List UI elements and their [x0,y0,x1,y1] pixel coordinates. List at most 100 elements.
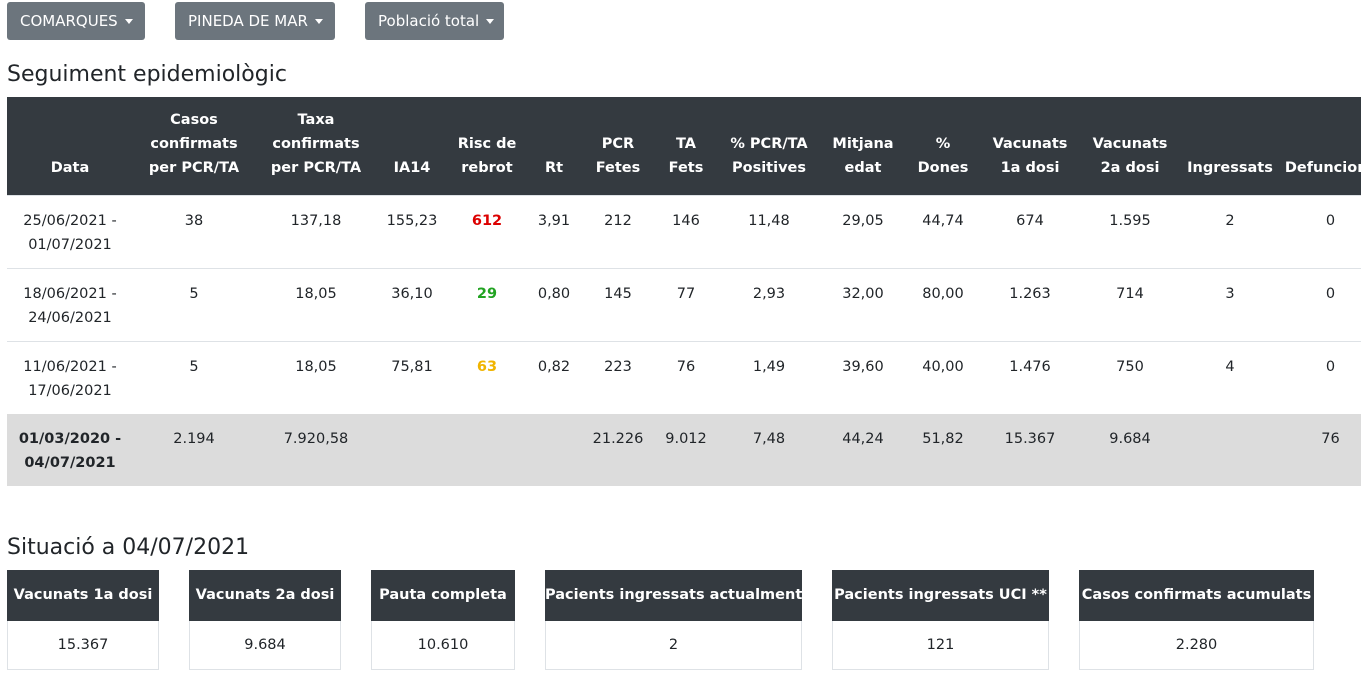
card-vacunats-1a: Vacunats 1a dosi 15.367 [7,570,159,670]
card-label: Pacients ingressats actualment [545,570,802,621]
cell-ta: 146 [655,194,717,268]
header-label: PCR Fetes [595,135,641,176]
cell-ingressats [1181,414,1279,486]
cell-pos: 2,93 [717,267,821,341]
cell-vac2: 9.684 [1079,414,1181,486]
card-value: 9.684 [189,621,341,670]
cell-ia14: 36,10 [377,267,447,341]
cell-edat: 32,00 [821,267,905,341]
header-vac2: Vacunats 2a dosi [1079,97,1181,195]
cell-pos: 1,49 [717,340,821,414]
header-ingressats: Ingressats [1181,97,1279,195]
cell-value: 2.194 [173,431,215,447]
situation-section-title: Situació a 04/07/2021 [7,535,250,560]
cell-value: 76 [1321,431,1340,447]
population-dropdown[interactable]: Població total [365,2,504,40]
cell-value: 0,82 [537,358,571,375]
cell-value: 75,81 [391,358,433,375]
cell-value: 36,10 [391,285,433,302]
card-label: Casos confirmats acumulats [1079,570,1314,621]
cell-value: 4 [1225,358,1235,375]
header-ia14: IA14 [377,97,447,195]
card-pacients-uci: Pacients ingressats UCI ** 121 [832,570,1049,670]
cell-date: 11/06/2021 - 17/06/2021 [7,340,133,414]
cell-value: 7.920,58 [283,431,349,447]
cell-pcr: 223 [581,340,655,414]
cell-vac1: 1.476 [981,340,1079,414]
cell-value: 44,74 [922,212,964,229]
cell-rt: 0,80 [527,267,581,341]
cell-vac2: 714 [1079,267,1181,341]
cell-defuncions: 0 [1279,194,1361,268]
cell-value: 18,05 [295,358,337,375]
cell-pos: 7,48 [717,414,821,486]
cell-value: 9.684 [1109,431,1151,447]
cell-ta: 76 [655,340,717,414]
card-label: Pauta completa [371,570,515,621]
cell-ia14: 155,23 [377,194,447,268]
header-label: Ingressats [1187,159,1273,176]
cell-ta: 9.012 [655,414,717,486]
cell-value: 01/03/2020 - 04/07/2021 [18,431,122,471]
cell-value: 80,00 [922,285,964,302]
header-label: Taxa confirmats per PCR/TA [270,111,362,176]
cell-value: 38 [184,212,204,229]
cell-value: 5 [189,285,199,302]
cell-value: 3 [1225,285,1235,302]
cell-value: 63 [476,358,498,375]
cell-ingressats: 2 [1181,194,1279,268]
header-label: Risc de rebrot [457,135,517,176]
population-label: Població total [378,12,480,30]
header-label: IA14 [393,159,431,176]
cell-value: 137,18 [290,212,342,229]
cell-value: 1.263 [1009,285,1051,302]
cell-value: 11,48 [748,212,790,229]
epidemiological-table-container[interactable]: Data Casos confirmats per PCR/TA Taxa conf… [7,97,1361,486]
cell-value: 612 [471,212,503,229]
header-defuncions: Defuncions [1279,97,1361,195]
cell-value: 212 [604,212,632,229]
header-positives: % PCR/TA Positives [717,97,821,195]
header-taxa: Taxa confirmats per PCR/TA [255,97,377,195]
cell-taxa: 18,05 [255,267,377,341]
card-value: 2 [545,621,802,670]
cell-value: 223 [604,358,632,375]
cell-value: 39,60 [842,358,884,375]
cell-casos: 2.194 [133,414,255,486]
card-value: 15.367 [7,621,159,670]
cell-value: 29 [476,285,498,302]
cell-rt: 0,82 [527,340,581,414]
cell-dones: 80,00 [905,267,981,341]
cell-value: 40,00 [922,358,964,375]
cell-value: 25/06/2021 - 01/07/2021 [23,212,117,253]
cell-value: 0 [1325,212,1336,229]
cell-value: 2,93 [752,285,786,302]
header-dones: % Dones [905,97,981,195]
cell-rt: 3,91 [527,194,581,268]
card-casos-acumulats: Casos confirmats acumulats 2.280 [1079,570,1314,670]
cell-ta: 77 [655,267,717,341]
card-value: 2.280 [1079,621,1314,670]
cell-value: 145 [604,285,632,302]
card-label: Vacunats 1a dosi [7,570,159,621]
cell-value: 29,05 [842,212,884,229]
cell-value: 11/06/2021 - 17/06/2021 [23,358,117,399]
cell-vac2: 750 [1079,340,1181,414]
region-type-dropdown[interactable]: COMARQUES [7,2,145,40]
cell-ia14: 75,81 [377,340,447,414]
cell-value: 714 [1116,285,1144,302]
municipality-dropdown[interactable]: PINEDA DE MAR [175,2,335,40]
caret-down-icon [124,19,133,24]
cell-casos: 5 [133,340,255,414]
header-label: Mitjana edat [832,135,894,176]
cell-value: 21.226 [592,431,644,447]
caret-down-icon [314,19,323,24]
cell-value: 32,00 [842,285,884,302]
table-row: 11/06/2021 - 17/06/2021 5 18,05 75,81 63 0,82… [7,340,1361,414]
cell-value: 0 [1325,285,1336,302]
cell-value: 3,91 [537,212,571,229]
header-edat: Mitjana edat [821,97,905,195]
cell-defuncions: 0 [1279,340,1361,414]
region-type-label: COMARQUES [20,12,118,30]
card-pauta-completa: Pauta completa 10.610 [371,570,515,670]
